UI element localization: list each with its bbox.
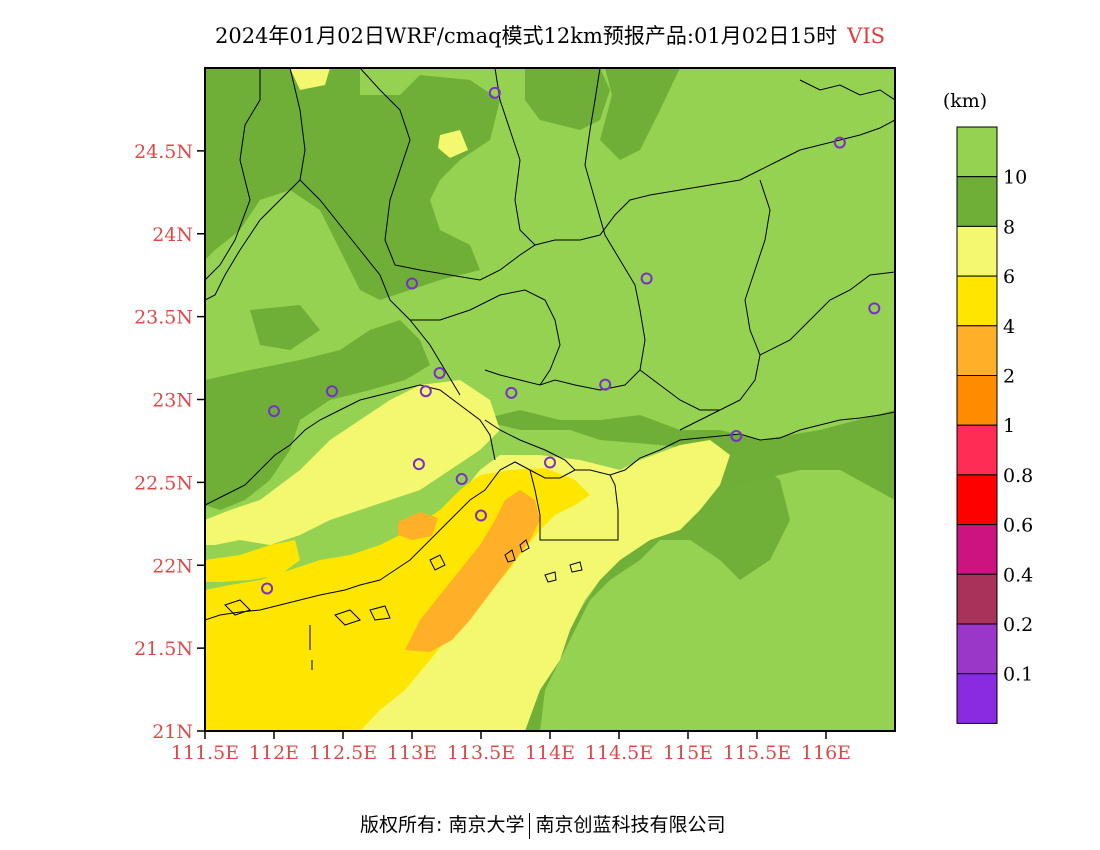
lon-tick-label: 114E [525,742,575,764]
lon-tick-label: 115.5E [723,742,791,764]
station-marker [325,385,338,398]
station-markers [261,86,881,595]
lat-tick-label: 23.5N [134,307,193,329]
footer-separator [529,812,531,839]
colorbar-swatch [956,623,998,675]
lat-tick-label: 21N [152,721,193,743]
station-marker [730,429,743,442]
lon-tick-label: 115E [663,742,713,764]
title-text: 2024年01月02日WRF/cmaq模式12km预报产品:01月02日15时 [214,24,838,48]
station-marker [868,302,881,315]
station-marker [599,378,612,391]
footer: 版权所有: 南京大学 南京创蓝科技有限公司 [360,810,725,839]
station-marker [475,509,487,522]
lon-tick-label: 111.5E [171,742,239,764]
lon-tick-label: 114.5E [585,742,653,764]
station-marker [406,277,418,290]
lat-tick-label: 22N [152,555,193,577]
colorbar-unit: (km) [943,90,987,112]
islands [224,539,583,670]
lon-tick-label: 112E [249,742,299,764]
lon-tick-label: 116E [801,742,851,764]
colorbar-label: 8 [1003,216,1015,238]
colorbar-label: 1 [1003,415,1015,437]
station-marker [419,385,432,398]
colorbar-label: 4 [1003,316,1015,338]
latitude-axis: 21N 21.5N 22N 22.5N 23N 23.5N 24N 24.5N [134,141,205,743]
lat-tick-label: 22.5N [134,472,193,494]
colorbar-label: 6 [1003,266,1015,288]
colorbar-label: 0.4 [1003,564,1033,586]
vis-zone-2-4 [405,490,540,652]
station-marker [833,136,846,149]
lon-tick-label: 112.5E [309,742,377,764]
colorbar-label: 10 [1003,167,1027,189]
colorbar-swatch [956,524,998,575]
colorbar-swatch [956,474,998,526]
map-title: 2024年01月02日WRF/cmaq模式12km预报产品:01月02日15时 V… [0,20,1100,50]
colorbar-swatch [956,573,998,625]
colorbar-swatch [956,225,998,277]
station-marker [268,405,280,418]
colorbar-label: 0.1 [1003,664,1033,686]
variable-label: VIS [847,24,886,48]
colorbar-swatch [956,673,998,724]
coastline-boundaries [205,68,895,621]
colorbar-swatch [956,176,998,227]
colorbar-swatch [956,424,998,476]
colorbar-label: 0.8 [1003,465,1033,487]
vis-zone-2-4-small [398,512,438,540]
lon-tick-label: 113E [387,742,437,764]
colorbar: 10 8 6 4 2 1 0.8 0.6 0.4 0.2 0.1 [956,126,1033,724]
lat-tick-label: 23N [152,390,193,412]
colorbar-swatch [956,325,998,376]
lat-tick-label: 24.5N [134,141,193,163]
colorbar-swatch [956,126,998,178]
station-marker [261,582,274,595]
station-marker [544,456,556,469]
station-marker [640,272,653,285]
station-marker [505,386,518,399]
lat-tick-label: 21.5N [134,638,193,660]
colorbar-label: 2 [1003,366,1015,388]
colorbar-label: 0.2 [1003,614,1033,636]
colorbar-label: 0.6 [1003,515,1033,537]
map-plot-area [205,68,895,731]
lat-tick-label: 24N [152,224,193,246]
footer-right: 南京创蓝科技有限公司 [535,814,726,836]
station-marker [433,366,446,379]
colorbar-swatch [956,375,998,426]
lon-tick-label: 113.5E [447,742,515,764]
station-marker [412,458,425,471]
station-marker [488,86,501,99]
longitude-axis: 111.5E 112E 112.5E 113E 113.5E 114E 114.5E 115E… [171,731,851,764]
station-marker [455,473,468,486]
colorbar-swatch [956,275,998,327]
footer-left: 版权所有: 南京大学 [360,814,525,836]
